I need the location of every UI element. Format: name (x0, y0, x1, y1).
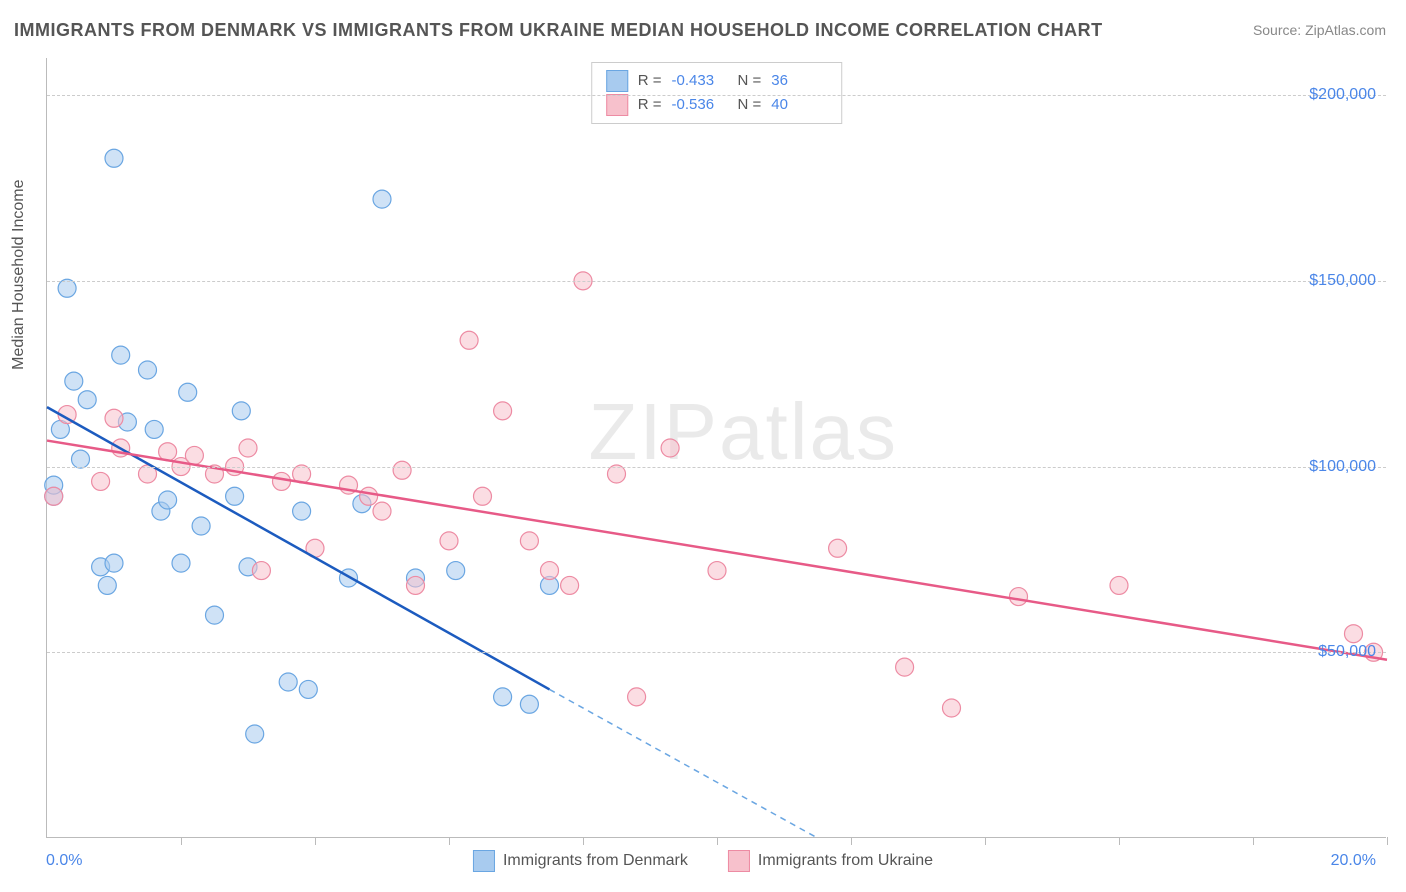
scatter-point (98, 576, 116, 594)
x-axis-right-label: 20.0% (1331, 852, 1376, 870)
scatter-point (226, 487, 244, 505)
source-label: Source: ZipAtlas.com (1253, 22, 1386, 38)
scatter-point (78, 391, 96, 409)
scatter-point (105, 554, 123, 572)
scatter-point (159, 491, 177, 509)
scatter-point (45, 487, 63, 505)
scatter-point (661, 439, 679, 457)
x-tick (449, 837, 450, 845)
scatter-point (494, 688, 512, 706)
scatter-point (1345, 625, 1363, 643)
legend-swatch-1 (728, 850, 750, 872)
scatter-point (58, 279, 76, 297)
gridline (47, 467, 1386, 468)
scatter-point (943, 699, 961, 717)
legend-swatch-0 (473, 850, 495, 872)
scatter-point (447, 562, 465, 580)
scatter-point (829, 539, 847, 557)
scatter-point (252, 562, 270, 580)
scatter-point (65, 372, 83, 390)
x-tick (1253, 837, 1254, 845)
x-tick (717, 837, 718, 845)
plot-area: ZIPatlas R = -0.433 N = 36 R = -0.536 N … (46, 58, 1386, 838)
scatter-point (541, 562, 559, 580)
scatter-point (896, 658, 914, 676)
y-tick-label: $100,000 (1309, 458, 1376, 476)
scatter-point (299, 680, 317, 698)
scatter-point (407, 576, 425, 594)
scatter-point (293, 502, 311, 520)
gridline (47, 652, 1386, 653)
scatter-point (279, 673, 297, 691)
scatter-point (393, 461, 411, 479)
scatter-point (185, 446, 203, 464)
trend-line (47, 407, 550, 689)
x-tick (181, 837, 182, 845)
scatter-point (105, 149, 123, 167)
scatter-point (105, 409, 123, 427)
scatter-point (373, 190, 391, 208)
scatter-point (273, 472, 291, 490)
gridline (47, 281, 1386, 282)
scatter-point (72, 450, 90, 468)
y-tick-label: $50,000 (1318, 643, 1376, 661)
scatter-point (239, 439, 257, 457)
scatter-point (708, 562, 726, 580)
scatter-point (561, 576, 579, 594)
scatter-point (112, 346, 130, 364)
x-tick (315, 837, 316, 845)
scatter-point (1110, 576, 1128, 594)
scatter-point (232, 402, 250, 420)
scatter-point (360, 487, 378, 505)
x-axis-left-label: 0.0% (46, 852, 82, 870)
x-tick (985, 837, 986, 845)
scatter-point (608, 465, 626, 483)
scatter-point (179, 383, 197, 401)
scatter-point (520, 695, 538, 713)
scatter-point (145, 420, 163, 438)
scatter-point (628, 688, 646, 706)
scatter-point (373, 502, 391, 520)
scatter-point (172, 554, 190, 572)
y-tick-label: $200,000 (1309, 86, 1376, 104)
x-tick (1119, 837, 1120, 845)
x-tick (583, 837, 584, 845)
scatter-point (460, 331, 478, 349)
scatter-point (192, 517, 210, 535)
chart-title: IMMIGRANTS FROM DENMARK VS IMMIGRANTS FR… (14, 20, 1103, 41)
trend-line (47, 441, 1387, 660)
chart-svg (47, 58, 1386, 837)
scatter-point (206, 606, 224, 624)
x-tick (1387, 837, 1388, 845)
scatter-point (1010, 588, 1028, 606)
x-tick (851, 837, 852, 845)
gridline (47, 95, 1386, 96)
legend-label-0: Immigrants from Denmark (503, 852, 688, 870)
legend-item-0: Immigrants from Denmark (473, 850, 688, 872)
y-tick-label: $150,000 (1309, 272, 1376, 290)
legend-label-1: Immigrants from Ukraine (758, 852, 933, 870)
legend-item-1: Immigrants from Ukraine (728, 850, 933, 872)
scatter-point (494, 402, 512, 420)
scatter-point (246, 725, 264, 743)
scatter-point (92, 472, 110, 490)
scatter-point (520, 532, 538, 550)
y-axis-title: Median Household Income (10, 180, 28, 370)
scatter-point (474, 487, 492, 505)
scatter-point (440, 532, 458, 550)
bottom-legend: Immigrants from Denmark Immigrants from … (473, 850, 933, 872)
scatter-point (139, 361, 157, 379)
trend-line-dashed (550, 689, 818, 838)
